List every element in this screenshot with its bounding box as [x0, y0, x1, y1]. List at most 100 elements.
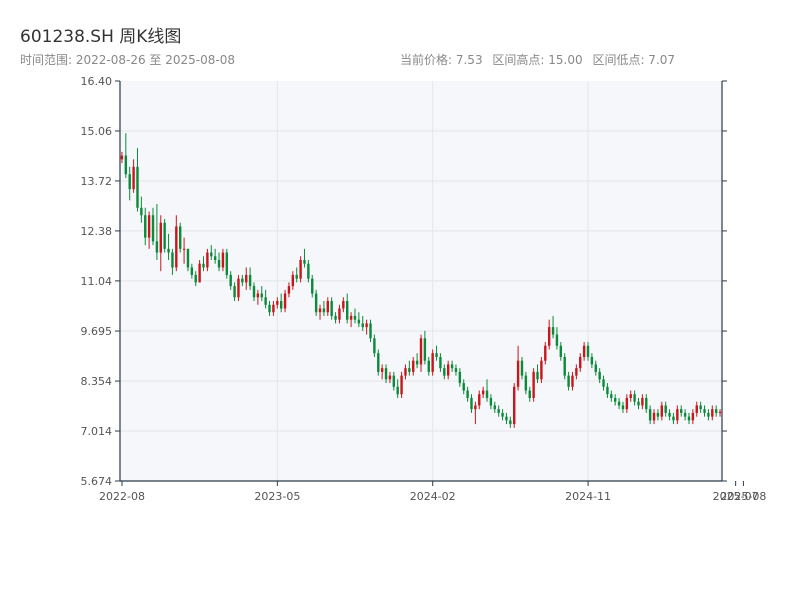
- candle-body: [322, 308, 326, 313]
- candle: [330, 297, 333, 320]
- candle-body: [458, 371, 462, 384]
- candle-body: [621, 405, 625, 410]
- candle-body: [291, 274, 295, 287]
- candle: [423, 330, 427, 365]
- candle-body: [613, 397, 617, 402]
- candle-body: [307, 263, 310, 279]
- candle: [163, 218, 166, 253]
- candle-body: [474, 405, 477, 410]
- candle-body: [680, 409, 683, 413]
- candle: [233, 282, 236, 302]
- candle-body: [516, 360, 520, 387]
- candle: [206, 248, 209, 272]
- candle-body: [295, 274, 298, 279]
- candle: [346, 293, 349, 324]
- candle-body: [186, 248, 190, 268]
- candle-body: [575, 368, 578, 376]
- candle-body: [703, 409, 706, 413]
- candle-body: [707, 412, 710, 417]
- y-tick-label: 9.695: [81, 325, 113, 338]
- candle: [462, 379, 465, 395]
- candle: [582, 342, 586, 361]
- candle-body: [501, 412, 504, 417]
- candle-body: [283, 293, 287, 309]
- candle-body: [664, 405, 667, 413]
- candle: [314, 289, 318, 316]
- x-tick-label: 2025-07: [713, 490, 759, 503]
- price-stats: 当前价格: 7.53 区间高点: 15.00 区间低点: 7.07: [400, 51, 681, 68]
- candle-body: [610, 394, 613, 398]
- candle: [248, 267, 252, 290]
- candle-body: [260, 293, 263, 298]
- candle: [648, 405, 652, 425]
- candle-body: [171, 252, 174, 268]
- candle-body: [276, 301, 279, 305]
- candle: [536, 364, 539, 384]
- candle: [699, 401, 702, 413]
- candle: [555, 327, 559, 350]
- candle-body: [641, 397, 644, 406]
- candle-body: [683, 412, 687, 417]
- candle-body: [210, 252, 213, 257]
- candle: [295, 267, 298, 283]
- candle-body: [439, 356, 442, 369]
- y-axis: 16.40 15.06 13.72 12.38 11.04 9.695 8.354 7.014…: [81, 75, 727, 488]
- candle-body: [175, 226, 178, 268]
- candle-body: [571, 375, 574, 387]
- candle: [621, 401, 625, 413]
- candle-body: [144, 215, 147, 238]
- candle: [245, 267, 248, 290]
- candle-body: [412, 360, 415, 372]
- candle: [221, 248, 225, 272]
- y-tick-label: 13.72: [81, 175, 113, 188]
- candle-body: [400, 375, 403, 395]
- candle-body: [718, 411, 722, 413]
- candle: [687, 412, 691, 425]
- candle: [683, 409, 687, 421]
- candle-body: [330, 301, 333, 316]
- candle: [178, 222, 182, 253]
- candle: [664, 401, 667, 417]
- x-tick-label: 2024-02: [410, 490, 456, 503]
- candle: [571, 371, 574, 391]
- candle-body: [178, 226, 182, 249]
- candle: [703, 405, 706, 417]
- candle-body: [660, 405, 664, 417]
- candle-body: [419, 338, 423, 365]
- candle-body: [225, 252, 229, 275]
- candle-body: [466, 390, 469, 398]
- candle: [268, 301, 271, 316]
- candle: [373, 334, 376, 357]
- candle: [260, 286, 263, 302]
- candle: [241, 274, 244, 287]
- chart-title: 601238.SH 周K线图: [20, 27, 182, 47]
- candle-body: [695, 405, 698, 413]
- x-tick-label: 2024-11: [565, 490, 611, 503]
- candle: [202, 256, 205, 272]
- candle: [194, 271, 197, 287]
- candle-body: [349, 315, 353, 320]
- candle-body: [478, 394, 481, 406]
- candle: [695, 401, 698, 417]
- candle: [392, 371, 396, 391]
- candle-body: [233, 286, 236, 298]
- candle: [547, 319, 551, 350]
- candle-body: [524, 375, 528, 391]
- candle-body: [637, 401, 640, 406]
- candle-body: [213, 256, 217, 261]
- candle-body: [221, 252, 225, 268]
- candle: [652, 409, 656, 425]
- candle-body: [241, 278, 244, 283]
- candle: [707, 409, 710, 421]
- candle: [419, 334, 423, 372]
- candle: [446, 360, 450, 380]
- y-tick-label: 12.38: [81, 225, 113, 238]
- candle: [676, 405, 679, 425]
- candles: [120, 133, 722, 428]
- candle: [353, 308, 357, 324]
- candle: [279, 293, 283, 313]
- candle: [497, 405, 500, 417]
- candle: [272, 301, 275, 316]
- candle-body: [256, 293, 260, 298]
- candle: [144, 207, 147, 246]
